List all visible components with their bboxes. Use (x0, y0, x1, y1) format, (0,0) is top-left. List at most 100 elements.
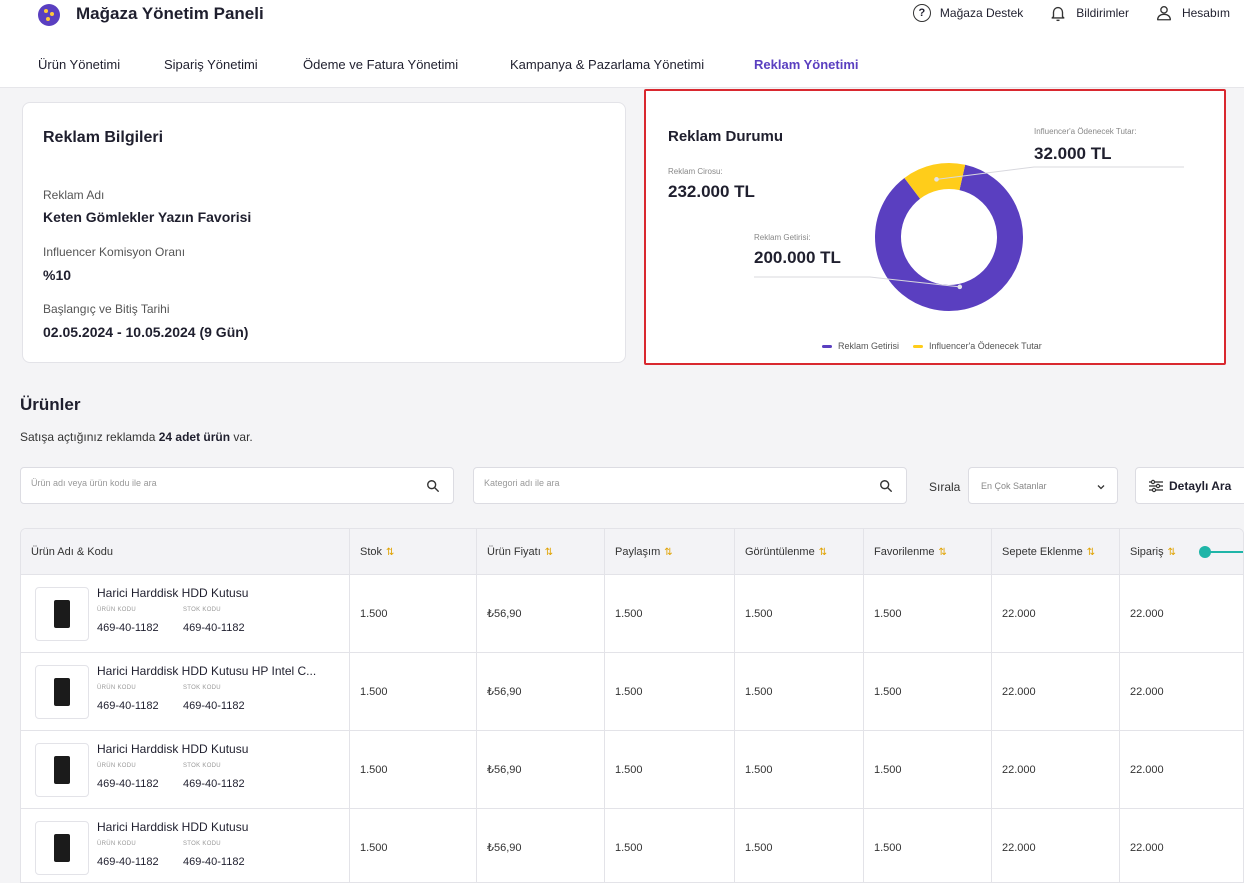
notifications-link-label: Bildirimler (1076, 6, 1129, 20)
stock-code: 469-40-1182 (183, 622, 245, 634)
column-header-label: Sepete Eklenme (1002, 546, 1083, 558)
tab-ad-management[interactable]: Reklam Yönetimi (754, 57, 859, 72)
app-title: Mağaza Yönetim Paneli (76, 4, 264, 23)
table-header: Ürün Adı & Kodu Stok ⇅ Ürün Fiyatı ⇅ Payla… (21, 529, 1243, 575)
product-cell: Harici Harddisk HDD Kutusu ÜRÜN KODU STOK … (21, 575, 349, 652)
views-cell: 1.500 (734, 575, 863, 652)
column-toggle[interactable] (1197, 545, 1244, 559)
stock-cell: 1.500 (349, 809, 476, 882)
notifications-link[interactable]: Bildirimler (1049, 4, 1129, 22)
product-cell: Harici Harddisk HDD Kutusu HP Intel C...… (21, 653, 349, 730)
product-thumbnail[interactable] (35, 743, 89, 797)
ad-name-label: Reklam Adı (43, 188, 105, 202)
product-thumbnail[interactable] (35, 665, 89, 719)
donut-slice-return[interactable] (875, 164, 1023, 311)
column-header-share[interactable]: Paylaşım ⇅ (604, 529, 734, 575)
account-link-label: Hesabım (1181, 6, 1230, 20)
legend-label-return: Reklam Getirisi (838, 341, 900, 351)
product-name[interactable]: Harici Harddisk HDD Kutusu HP Intel C... (97, 664, 317, 678)
product-name[interactable]: Harici Harddisk HDD Kutusu (97, 742, 249, 756)
stock-cell: 1.500 (349, 731, 476, 808)
cart-cell: 22.000 (991, 575, 1119, 652)
stock-code: 469-40-1182 (183, 778, 245, 790)
product-cell: Harici Harddisk HDD Kutusu ÜRÜN KODU STOK … (21, 809, 349, 882)
tab-order-management[interactable]: Sipariş Yönetimi (164, 57, 258, 72)
column-header-orders[interactable]: Sipariş ⇅ (1119, 529, 1244, 575)
product-name[interactable]: Harici Harddisk HDD Kutusu (97, 820, 249, 834)
product-code: 469-40-1182 (97, 622, 159, 634)
influencer-value: 32.000 TL (1034, 144, 1112, 163)
orders-cell: 22.000 (1119, 653, 1243, 730)
search-icon[interactable] (426, 479, 440, 493)
views-cell: 1.500 (734, 653, 863, 730)
orders-cell: 22.000 (1119, 731, 1243, 808)
products-count: 24 adet ürün (158, 430, 231, 444)
share-cell: 1.500 (604, 809, 734, 882)
sort-select[interactable]: En Çok Satanlar (968, 467, 1118, 504)
table-row[interactable]: Harici Harddisk HDD Kutusu ÜRÜN KODU STOK … (21, 731, 1243, 809)
column-header-stock[interactable]: Stok ⇅ (349, 529, 476, 575)
tab-payment-management[interactable]: Ödeme ve Fatura Yönetimi (303, 57, 459, 72)
user-icon (1156, 6, 1171, 21)
column-header-views[interactable]: Görüntülenme ⇅ (734, 529, 863, 575)
sort-arrows-icon[interactable]: ⇅ (1167, 546, 1177, 558)
support-link[interactable]: ? Mağaza Destek (912, 4, 1023, 22)
stock-code-caption: STOK KODU (183, 763, 221, 769)
product-thumbnail[interactable] (35, 821, 89, 875)
product-thumbnail[interactable] (35, 587, 89, 641)
table-row[interactable]: Harici Harddisk HDD Kutusu ÜRÜN KODU STOK … (21, 575, 1243, 653)
products-subtitle-pre: Satışa açtığınız reklamda (20, 430, 159, 444)
product-code: 469-40-1182 (97, 778, 159, 790)
product-code: 469-40-1182 (97, 700, 159, 712)
sort-arrows-icon[interactable]: ⇅ (386, 546, 395, 558)
cart-cell: 22.000 (991, 731, 1119, 808)
search-icon[interactable] (879, 479, 893, 493)
price-cell: ₺56,90 (476, 575, 604, 652)
leader-line-return (754, 276, 960, 288)
ad-status-card: Reklam Durumu Reklam Cirosu: 232.000 TL … (644, 89, 1226, 365)
product-search-input[interactable] (31, 478, 391, 488)
orders-cell: 22.000 (1119, 575, 1243, 652)
ad-name-value: Keten Gömlekler Yazın Favorisi (43, 209, 252, 225)
products-subtitle-post: var. (230, 430, 253, 444)
main-nav: Ürün Yönetimi Sipariş Yönetimi Ödeme ve … (0, 40, 1244, 88)
sort-arrows-icon[interactable]: ⇅ (664, 546, 673, 558)
table-row[interactable]: Harici Harddisk HDD Kutusu ÜRÜN KODU STOK … (21, 809, 1243, 882)
tab-product-management[interactable]: Ürün Yönetimi (38, 57, 121, 72)
legend-swatch-influencer (913, 344, 924, 348)
column-header-price[interactable]: Ürün Fiyatı ⇅ (476, 529, 604, 575)
price-cell: ₺56,90 (476, 731, 604, 808)
ad-info-card: Reklam Bilgileri Reklam Adı Keten Gömlek… (22, 102, 626, 363)
tab-campaign-management[interactable]: Kampanya & Pazarlama Yönetimi (510, 57, 705, 72)
product-name[interactable]: Harici Harddisk HDD Kutusu (97, 586, 249, 600)
share-cell: 1.500 (604, 653, 734, 730)
products-table: Ürün Adı & Kodu Stok ⇅ Ürün Fiyatı ⇅ Payla… (20, 528, 1244, 883)
sort-arrows-icon[interactable]: ⇅ (1086, 546, 1096, 558)
legend-label-influencer: Influencer'a Ödenecek Tutar (929, 341, 1042, 351)
ad-status-title: Reklam Durumu (668, 128, 784, 145)
donut-chart (754, 163, 1184, 311)
column-header-favorites[interactable]: Favorilenme ⇅ (863, 529, 991, 575)
cart-cell: 22.000 (991, 809, 1119, 882)
table-row[interactable]: Harici Harddisk HDD Kutusu HP Intel C...… (21, 653, 1243, 731)
return-label: Reklam Getirisi: (754, 233, 811, 242)
column-header-label: Ürün Adı & Kodu (31, 546, 113, 558)
legend-item-return: Reklam Getirisi (822, 341, 899, 351)
views-cell: 1.500 (734, 809, 863, 882)
account-link[interactable]: Hesabım (1155, 4, 1230, 22)
column-header-cart[interactable]: Sepete Eklenme ⇅ (991, 529, 1119, 575)
leader-dot-influencer (934, 177, 939, 182)
revenue-value: 232.000 TL (668, 182, 755, 201)
influencer-label: Influencer'a Ödenecek Tutar: (1034, 127, 1137, 136)
product-code: 469-40-1182 (97, 856, 159, 868)
sort-arrows-icon[interactable]: ⇅ (544, 546, 554, 558)
sort-arrows-icon[interactable]: ⇅ (818, 546, 828, 558)
stock-code: 469-40-1182 (183, 700, 245, 712)
detailed-search-button[interactable]: Detaylı Ara (1135, 467, 1244, 504)
category-search (473, 467, 907, 504)
store-logo-icon (38, 4, 60, 26)
category-search-input[interactable] (484, 478, 844, 488)
product-code-caption: ÜRÜN KODU (97, 841, 137, 847)
sort-arrows-icon[interactable]: ⇅ (938, 546, 947, 558)
stock-cell: 1.500 (349, 653, 476, 730)
